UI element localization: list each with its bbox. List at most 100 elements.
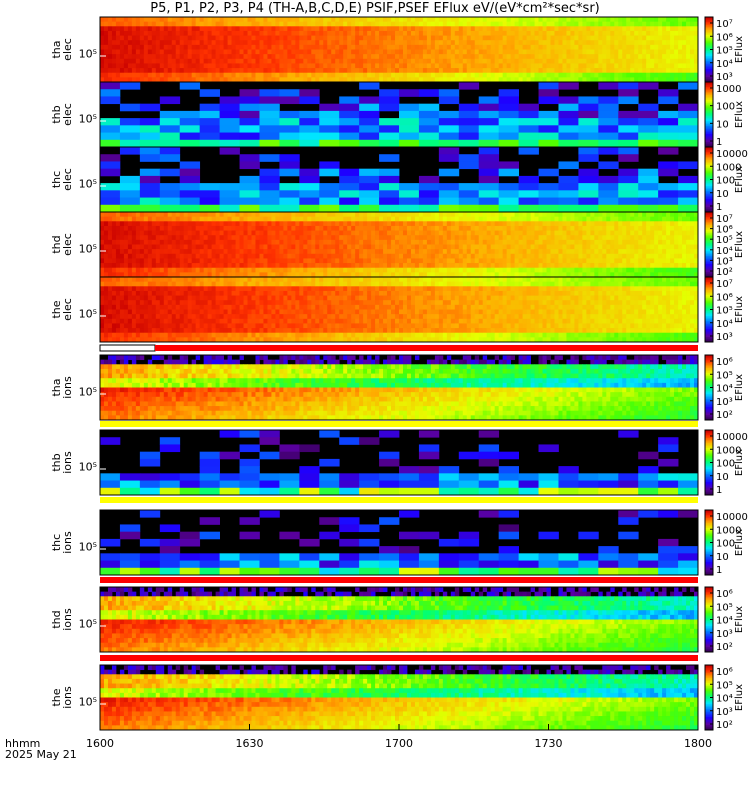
spectrogram-cell: [155, 221, 161, 227]
spectrogram-cell: [626, 221, 631, 227]
spectrogram-cell: [207, 21, 213, 27]
spectrogram-cell: [287, 239, 292, 245]
spectrogram-cell: [598, 35, 603, 41]
spectrogram-cell: [267, 26, 272, 32]
spectrogram-cell: [171, 26, 177, 32]
spectrogram-cell: [438, 212, 444, 218]
spectrogram-cell: [279, 168, 300, 177]
spectrogram-cell: [578, 96, 599, 105]
spectrogram-cell: [558, 139, 579, 148]
spectrogram-cell: [163, 77, 169, 83]
spectrogram-cell: [279, 96, 300, 105]
spectrogram-cell: [247, 272, 252, 278]
spectrogram-cell: [179, 253, 185, 259]
spectrogram-cell: [263, 54, 268, 60]
spectrogram-cell: [610, 272, 615, 278]
spectrogram-cell: [283, 212, 288, 218]
spectrogram-cell: [658, 35, 663, 41]
spectrogram-cell: [187, 40, 193, 46]
spectrogram-cell: [670, 30, 675, 36]
spectrogram-cell: [359, 72, 364, 78]
spectrogram-cell: [486, 249, 492, 255]
spectrogram-cell: [219, 216, 224, 222]
spectrogram-cell: [474, 239, 480, 245]
spectrogram-cell: [163, 216, 169, 222]
spectrogram-cell: [630, 26, 635, 32]
spectrogram-cell: [446, 58, 452, 64]
spectrogram-cell: [263, 212, 268, 218]
spectrogram-cell: [151, 267, 157, 273]
spectrogram-cell: [179, 68, 185, 74]
spectrogram-cell: [231, 235, 236, 241]
spectrogram-cell: [542, 54, 547, 60]
spectrogram-cell: [586, 54, 591, 60]
spectrogram-cell: [319, 72, 324, 78]
spectrogram-cell: [482, 21, 488, 27]
spectrogram-cell: [682, 244, 687, 250]
spectrogram-cell: [686, 68, 691, 74]
spectrogram-cell: [434, 212, 440, 218]
spectrogram-cell: [674, 216, 679, 222]
spectrogram-cell: [303, 49, 308, 55]
spectrogram-cell: [582, 249, 587, 255]
spectrogram-cell: [115, 267, 121, 273]
spectrogram-cell: [438, 183, 460, 191]
spectrogram-cell: [514, 235, 519, 241]
spectrogram-cell: [590, 26, 595, 32]
spectrogram-cell: [287, 44, 292, 50]
colorbar-step: [705, 273, 713, 276]
spectrogram-cell: [658, 204, 679, 213]
spectrogram-cell: [259, 26, 264, 32]
spectrogram-cell: [171, 21, 177, 27]
spectrogram-cell: [674, 17, 679, 23]
spectrogram-cell: [458, 212, 464, 218]
spectrogram-cell: [271, 235, 276, 241]
spectrogram-cell: [658, 54, 663, 60]
spectrogram-cell: [287, 49, 292, 55]
spectrogram-cell: [187, 221, 193, 227]
spectrogram-cell: [167, 212, 173, 218]
spectrogram-cell: [650, 263, 655, 269]
spectrogram-cell: [267, 267, 272, 273]
spectrogram-cell: [239, 72, 244, 78]
spectrogram-cell: [458, 154, 480, 162]
spectrogram-cell: [570, 244, 575, 250]
spectrogram-cell: [458, 216, 464, 222]
spectrogram-cell: [486, 49, 492, 55]
spectrogram-cell: [107, 30, 113, 36]
spectrogram-cell: [674, 249, 679, 255]
spectrogram-cell: [534, 54, 539, 60]
colorbar-label: EFlux: [734, 166, 745, 193]
spectrogram-cell: [554, 68, 559, 74]
spectrogram-cell: [542, 263, 547, 269]
spectrogram-cell: [610, 235, 615, 241]
spectrogram-cell: [247, 63, 252, 69]
colorbar-step: [705, 229, 713, 233]
spectrogram-cell: [100, 77, 105, 83]
spectrogram-cell: [538, 249, 543, 255]
spectrogram-cell: [183, 249, 189, 255]
spectrogram-cell: [371, 40, 376, 46]
spectrogram-cell: [542, 26, 547, 32]
spectrogram-cell: [279, 21, 284, 27]
spectrogram-cell: [227, 263, 232, 269]
spectrogram-cell: [518, 230, 523, 236]
spectrogram-cell: [275, 30, 280, 36]
spectrogram-cell: [283, 72, 288, 78]
spectrogram-cell: [163, 72, 169, 78]
spectrogram-cell: [119, 40, 125, 46]
spectrogram-cell: [115, 63, 121, 69]
spectrogram-cell: [383, 272, 388, 278]
colorbar-step: [705, 247, 713, 250]
spectrogram-cell: [586, 68, 591, 74]
spectrogram-cell: [454, 26, 460, 32]
spectrogram-cell: [502, 17, 508, 23]
spectrogram-cell: [490, 68, 496, 74]
colorbar-step: [705, 116, 713, 119]
spectrogram-cell: [147, 40, 153, 46]
spectrogram-cell: [383, 77, 388, 83]
spectrogram-cell: [287, 272, 292, 278]
spectrogram-cell: [554, 17, 559, 23]
spectrogram-cell: [187, 35, 193, 41]
spectrogram-cell: [395, 30, 400, 36]
